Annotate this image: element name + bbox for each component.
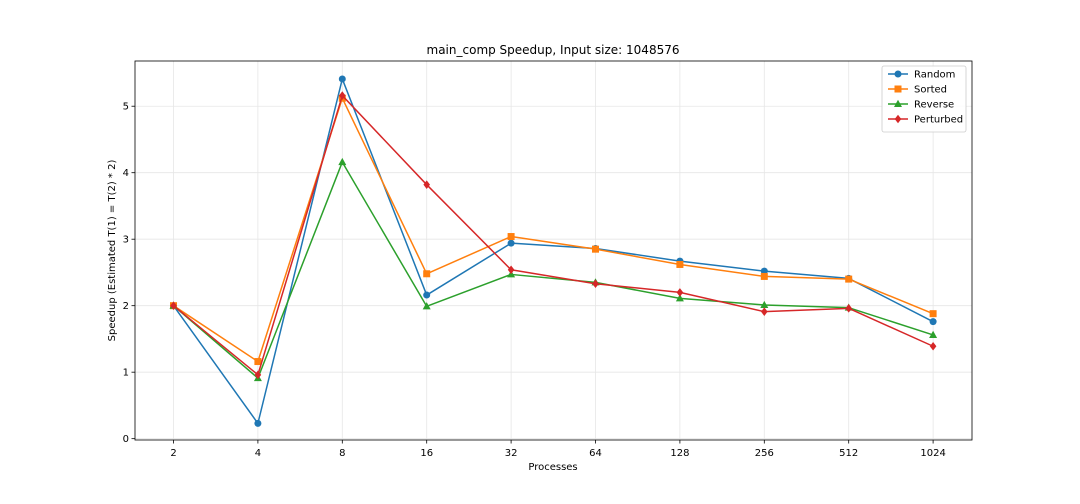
legend-frame [881,65,967,133]
series-reverse [169,157,938,382]
series-layer [169,75,938,427]
data-point-sorted [760,272,768,280]
chart-title: main_comp Speedup, Input size: 1048576 [427,43,680,57]
legend-entry-random: Random [888,70,955,81]
data-point-sorted [592,245,599,253]
data-point-perturbed [507,265,515,275]
legend: Random Sorted Reverse Perturbed [881,65,967,133]
data-point-sorted [929,310,937,318]
series-line-random [172,78,934,425]
data-point-reverse [422,302,431,310]
legend-marker-reverse [894,99,902,107]
data-point-perturbed [761,307,768,316]
plot-frame [134,60,973,441]
x-tick-label: 256 [755,448,774,459]
data-point-perturbed [170,301,177,310]
data-point-perturbed [254,370,262,380]
data-point-random [254,419,262,427]
x-tick-label: 32 [505,448,518,459]
grid-lines [135,61,972,440]
data-point-random [423,291,431,299]
x-tick-label: 8 [339,448,345,459]
y-axis-label: Speedup (Estimated T(1) = T(2) * 2) [107,160,118,342]
y-tick-label: 0 [123,434,129,445]
data-point-reverse [760,300,769,309]
legend-entry-reverse: Reverse [888,100,954,111]
legend-label: Sorted [914,85,947,96]
y-tick-label: 4 [123,168,129,179]
data-point-random [929,318,937,326]
series-perturbed [170,91,937,380]
series-line-sorted [173,97,934,363]
x-tick-label: 64 [589,448,602,459]
y-tick-label: 1 [123,368,129,379]
data-point-perturbed [423,180,430,189]
data-point-perturbed [845,304,852,313]
data-point-sorted [423,270,431,278]
y-tick-label: 5 [123,102,129,113]
data-point-perturbed [929,341,937,351]
legend-label: Reverse [914,100,954,111]
legend-marker-perturbed [894,114,902,124]
data-point-perturbed [592,279,599,289]
y-tick-label: 2 [123,301,129,312]
legend-entry-perturbed: Perturbed [888,115,963,126]
data-point-reverse [675,294,684,302]
x-tick-label: 128 [670,448,689,459]
series-sorted [170,94,937,366]
legend-label: Perturbed [914,115,963,126]
legend-label: Random [914,70,955,81]
data-point-perturbed [676,288,684,297]
series-line-reverse [173,161,934,379]
legend-marker-random [894,70,902,78]
data-point-random [760,267,768,275]
data-point-reverse [338,157,347,166]
x-tick-label: 2 [170,448,176,459]
data-point-sorted [254,358,262,366]
x-tick-label: 16 [420,448,433,459]
axis-ticks: 2 4 8 16 32 64 128 256 512 1024 0 1 2 3 4 5 [123,102,946,459]
legend-entry-sorted: Sorted [888,85,947,96]
x-tick-label: 4 [255,448,261,459]
data-point-sorted [676,260,684,268]
x-tick-label: 1024 [920,448,945,459]
data-point-reverse [929,330,938,338]
y-tick-label: 3 [123,235,129,246]
data-point-sorted [507,233,515,241]
data-point-random [338,75,346,83]
x-tick-label: 512 [839,448,858,459]
data-point-random [507,239,515,247]
series-line-perturbed [173,94,934,376]
legend-marker-sorted [894,85,902,93]
series-random [170,75,937,427]
data-point-perturbed [339,91,346,100]
data-point-sorted [845,275,853,283]
x-axis-label: Processes [528,462,577,473]
